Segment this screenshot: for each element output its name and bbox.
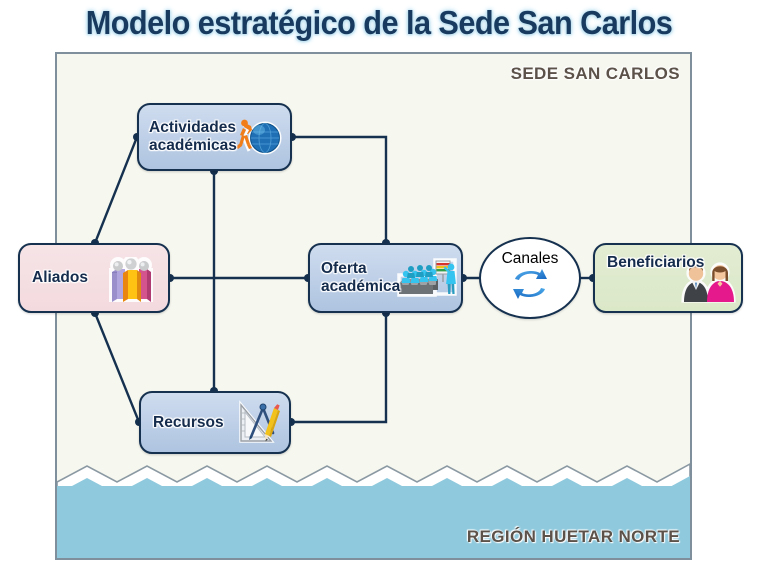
person-globe-icon <box>232 117 284 164</box>
node-beneficiarios[interactable]: Beneficiarios <box>593 243 743 313</box>
node-label: Beneficiarios <box>607 254 705 271</box>
region-huetar-norte-label: REGIÓN HUETAR NORTE <box>466 527 680 546</box>
node-aliados[interactable]: Aliados <box>18 243 170 313</box>
node-oferta-academica[interactable]: Oferta académica <box>308 243 463 313</box>
classroom-presentation-icon <box>395 257 457 308</box>
drafting-tools-icon <box>233 399 283 454</box>
huetar-norte-water-region <box>57 486 690 558</box>
sync-arrows-icon <box>509 267 551 306</box>
couple-people-icon <box>679 261 737 308</box>
node-label: Aliados <box>32 269 88 287</box>
node-canales[interactable]: Canales <box>479 237 581 319</box>
node-label: Actividades académicas <box>149 119 237 154</box>
three-people-icon <box>106 255 156 308</box>
node-label: Recursos <box>153 413 224 431</box>
node-label: Oferta académica <box>321 260 401 295</box>
node-recursos[interactable]: Recursos <box>139 391 291 454</box>
sede-san-carlos-label: SEDE SAN CARLOS <box>510 64 680 83</box>
node-actividades-academicas[interactable]: Actividades académicas <box>137 103 292 171</box>
node-label: Canales <box>501 250 559 267</box>
page-title: Modelo estratégico de la Sede San Carlos <box>85 4 673 41</box>
